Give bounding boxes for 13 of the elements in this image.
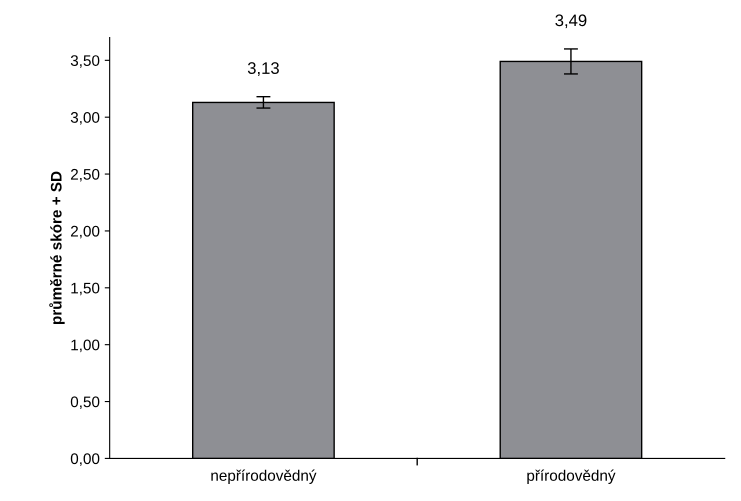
y-tick-label: 3,50 (70, 55, 100, 68)
y-tick-label: 1,50 (71, 282, 100, 296)
y-tick-label: 1,00 (71, 340, 100, 352)
y-tick-label: 2,00 (70, 226, 100, 238)
x-tick-label: nepřírodovědný (211, 470, 316, 484)
data-label: 3,13 (248, 62, 279, 76)
x-tick-label: přírodovědný (527, 470, 616, 484)
y-tick-label: 3,00 (70, 112, 100, 125)
y-axis-title: průměrné skóre + SD (49, 172, 65, 324)
y-tick-label: 0,50 (70, 396, 100, 410)
data-label: 3,49 (555, 14, 586, 28)
y-tick-label: 0,00 (70, 453, 100, 466)
y-tick-label: 2,50 (70, 168, 100, 182)
